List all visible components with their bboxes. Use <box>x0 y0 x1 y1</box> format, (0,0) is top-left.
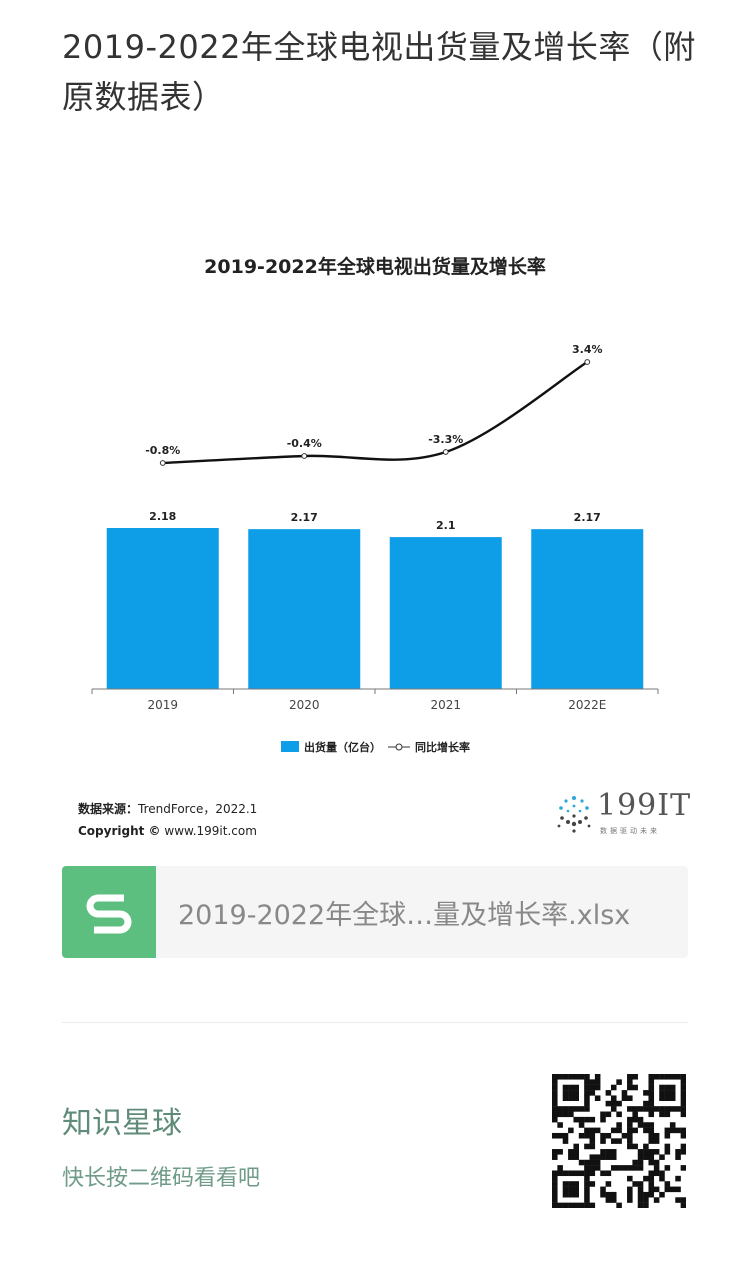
x-tick-label: 2022E <box>568 698 606 712</box>
source-value: TrendForce，2022.1 <box>138 802 258 816</box>
x-tick-label: 2020 <box>289 698 320 712</box>
logo-text: 199IT <box>597 788 692 823</box>
199it-logo: 199IT 数据驱动未来 <box>552 788 690 836</box>
growth-rate-point <box>301 453 308 459</box>
bar <box>389 537 502 689</box>
chart: 2019-2022年全球电视出货量及增长率 2.18 2.17 2.1 2.17 20… <box>91 255 659 754</box>
growth-rate-label: 3.4% <box>572 343 603 356</box>
bar <box>531 529 644 689</box>
qr-code-icon[interactable] <box>552 1074 686 1208</box>
growth-rate-label: -0.8% <box>145 444 180 457</box>
bar <box>106 528 219 689</box>
chart-card: 2019-2022年全球电视出货量及增长率 2.18 2.17 2.1 2.17 20… <box>62 220 690 860</box>
logo-tagline: 数据驱动未来 <box>600 827 660 835</box>
growth-rate-label: -0.4% <box>287 437 322 450</box>
bar-value-label: 2.1 <box>436 519 456 532</box>
logo-dots-icon <box>557 796 591 833</box>
divider <box>62 1022 688 1023</box>
growth-rate-point <box>584 359 591 365</box>
legend-line-marker <box>395 743 403 751</box>
legend-bar-label: 出货量（亿台） <box>304 740 381 754</box>
x-tick-label: 2019 <box>147 698 178 712</box>
file-name: 2019-2022年全球…量及增长率.xlsx <box>178 900 631 931</box>
spreadsheet-s-icon <box>62 866 156 958</box>
file-attachment[interactable]: 2019-2022年全球…量及增长率.xlsx <box>62 866 688 958</box>
legend-line-label: 同比增长率 <box>415 740 470 754</box>
bar-value-label: 2.18 <box>149 510 176 523</box>
bar <box>248 529 361 689</box>
bar-value-label: 2.17 <box>291 511 318 524</box>
page-title: 2019-2022年全球电视出货量及增长率（附原数据表） <box>62 28 696 116</box>
promo-title: 知识星球 <box>62 1106 182 1141</box>
legend-bar-swatch <box>281 741 299 752</box>
bar-value-label: 2.17 <box>574 511 601 524</box>
x-tick-label: 2021 <box>430 698 461 712</box>
growth-rate-label: -3.3% <box>428 433 463 446</box>
growth-rate-point <box>159 460 166 466</box>
copyright-label: Copyright © <box>78 824 161 838</box>
source-label: 数据来源： <box>78 802 139 816</box>
growth-rate-point <box>442 449 449 455</box>
chart-title: 2019-2022年全球电视出货量及增长率 <box>204 255 546 278</box>
copyright-value: www.199it.com <box>164 824 257 838</box>
source-block: 数据来源：TrendForce，2022.1 Copyright © www.1… <box>78 798 257 842</box>
promo-subtitle: 快长按二维码看看吧 <box>62 1166 261 1191</box>
growth-rate-line <box>162 360 588 465</box>
